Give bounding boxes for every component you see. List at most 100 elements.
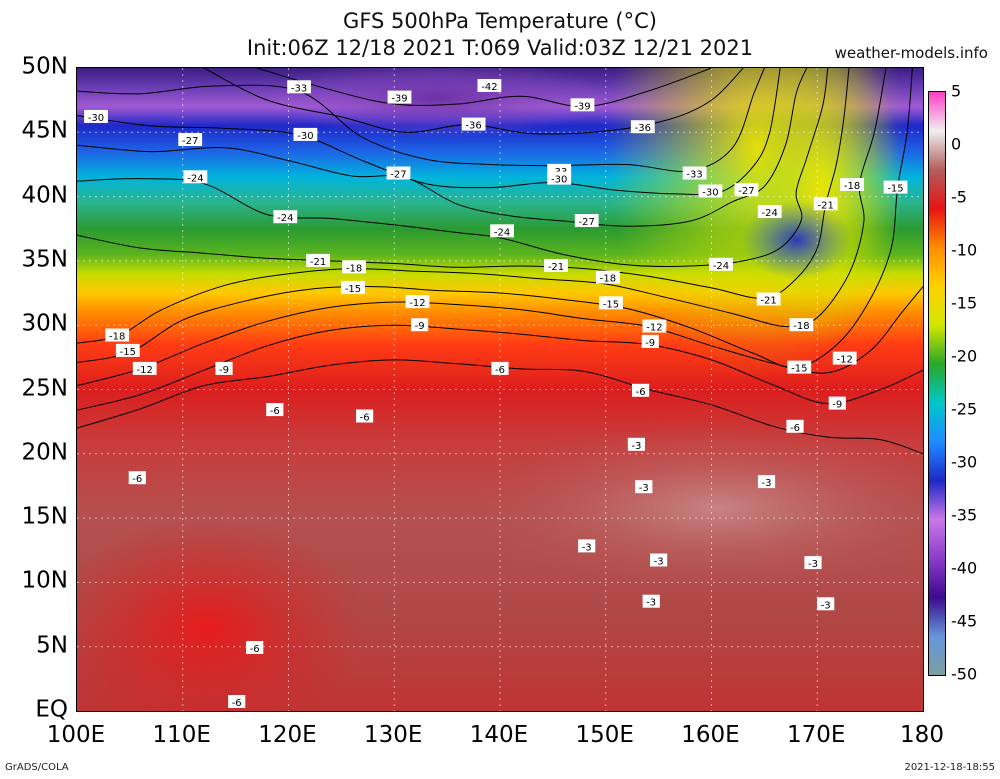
- isotherm-label: -15: [115, 343, 140, 358]
- isotherm-label: -6: [266, 403, 284, 417]
- svg-text:-9: -9: [645, 338, 655, 349]
- lon-tick-label: 140E: [469, 722, 529, 748]
- lon-tick-label: 100E: [46, 722, 106, 748]
- isotherm--27: [77, 68, 808, 227]
- lon-tick-label: 120E: [258, 722, 317, 748]
- colorbar: [928, 91, 946, 676]
- isotherm-label: -12: [642, 319, 667, 334]
- isotherm-label: -3: [627, 437, 645, 452]
- lat-tick-label: EQ: [35, 696, 68, 723]
- svg-text:-15: -15: [791, 364, 807, 375]
- colorbar-tick-label: -10: [951, 240, 978, 260]
- svg-text:-9: -9: [219, 365, 229, 376]
- svg-text:-27: -27: [390, 170, 406, 181]
- cold-core-north: [267, 68, 607, 138]
- isotherm-label: -12: [132, 361, 157, 376]
- svg-text:-21: -21: [548, 262, 564, 273]
- svg-text:-3: -3: [631, 441, 641, 452]
- isotherm-label: -3: [635, 480, 653, 494]
- isotherm-label: -15: [599, 296, 623, 310]
- svg-text:-21: -21: [818, 200, 834, 211]
- colorbar-tick-label: -50: [951, 664, 978, 684]
- lat-tick-label: 20N: [21, 439, 68, 466]
- isotherm-label: -18: [342, 260, 366, 274]
- isotherms: [77, 68, 923, 455]
- svg-text:-6: -6: [132, 474, 142, 485]
- svg-text:-39: -39: [391, 94, 407, 105]
- isotherm-label: -24: [273, 210, 298, 224]
- lat-tick-label: 15N: [21, 503, 68, 530]
- isotherm-label: -3: [642, 594, 660, 609]
- cold-pool-east: [742, 200, 852, 280]
- svg-text:-36: -36: [635, 123, 651, 134]
- svg-text:-18: -18: [109, 332, 125, 343]
- svg-text:-24: -24: [277, 213, 293, 224]
- isotherm-label: -30: [547, 171, 572, 186]
- svg-text:-12: -12: [137, 365, 153, 376]
- svg-text:-3: -3: [646, 598, 656, 609]
- svg-text:-18: -18: [346, 263, 362, 274]
- chart-title: GFS 500hPa Temperature (°C): [343, 9, 657, 33]
- isotherm--12: [77, 286, 923, 387]
- colorbar-tick-label: 0: [951, 134, 962, 154]
- isotherm-label: -30: [84, 109, 108, 124]
- isotherm-label: -24: [183, 170, 208, 184]
- isotherm--30: [77, 68, 781, 196]
- colorbar-tick-label: -25: [951, 399, 978, 419]
- svg-text:-3: -3: [654, 557, 664, 568]
- svg-text:-24: -24: [494, 227, 510, 238]
- lon-tick-label: 130E: [364, 722, 423, 748]
- isotherm-label: -39: [387, 90, 412, 105]
- isotherm-label: -24: [709, 257, 733, 272]
- isotherm-label: -30: [293, 127, 318, 142]
- colorbar-tick-label: -5: [951, 187, 967, 207]
- isotherm-label: -6: [246, 641, 264, 655]
- isotherm-label: -27: [178, 133, 203, 147]
- isotherm-label: -24: [490, 224, 514, 238]
- svg-text:-39: -39: [574, 101, 590, 112]
- isotherm-label: -18: [789, 318, 814, 332]
- lat-tick-label: 40N: [21, 182, 68, 209]
- warm-area-maritime: [77, 518, 367, 711]
- svg-text:-6: -6: [790, 423, 800, 434]
- isotherm-label: -39: [570, 98, 595, 112]
- isotherm-label: -12: [832, 351, 857, 366]
- isotherm-label: -27: [574, 214, 599, 228]
- svg-text:-6: -6: [232, 698, 242, 709]
- isotherm-label: -36: [630, 120, 655, 134]
- svg-text:-30: -30: [702, 188, 718, 199]
- isotherm--24: [77, 68, 829, 267]
- isotherm-label: -18: [596, 270, 620, 285]
- svg-text:-3: -3: [821, 600, 831, 611]
- svg-text:-6: -6: [360, 413, 370, 424]
- svg-text:-24: -24: [713, 261, 729, 272]
- svg-text:-12: -12: [646, 323, 662, 334]
- isotherm-label: -9: [828, 396, 846, 411]
- isotherm-label: -6: [228, 695, 246, 709]
- lon-tick-label: 180: [900, 722, 944, 748]
- svg-text:-15: -15: [345, 284, 361, 295]
- isotherm-label: -6: [632, 383, 650, 398]
- svg-text:-24: -24: [762, 208, 778, 219]
- footer-software: GrADS/COLA: [5, 762, 69, 773]
- lon-tick-label: 170E: [787, 722, 846, 748]
- lon-tick-label: 110E: [152, 722, 211, 748]
- svg-text:-36: -36: [465, 121, 481, 132]
- colorbar-tick-label: -20: [951, 346, 978, 366]
- isotherm-label: -3: [757, 475, 776, 489]
- colorbar-tick-label: -15: [951, 293, 978, 313]
- isotherm-label: -9: [641, 334, 659, 349]
- isotherm-label: -21: [306, 253, 330, 268]
- isotherm-label: -9: [215, 361, 233, 376]
- isotherm-label: -21: [813, 197, 838, 211]
- isotherm-label: -15: [341, 280, 365, 295]
- isotherm-label: -27: [734, 183, 759, 197]
- svg-text:-21: -21: [310, 257, 326, 268]
- lon-tick-label: 160E: [681, 722, 740, 748]
- isotherm-label: -18: [105, 328, 130, 343]
- svg-text:-15: -15: [120, 347, 136, 358]
- isotherm-label: -6: [128, 471, 146, 485]
- isotherm--18: [77, 68, 887, 344]
- lat-tick-label: 30N: [21, 310, 68, 337]
- svg-text:-27: -27: [579, 217, 595, 228]
